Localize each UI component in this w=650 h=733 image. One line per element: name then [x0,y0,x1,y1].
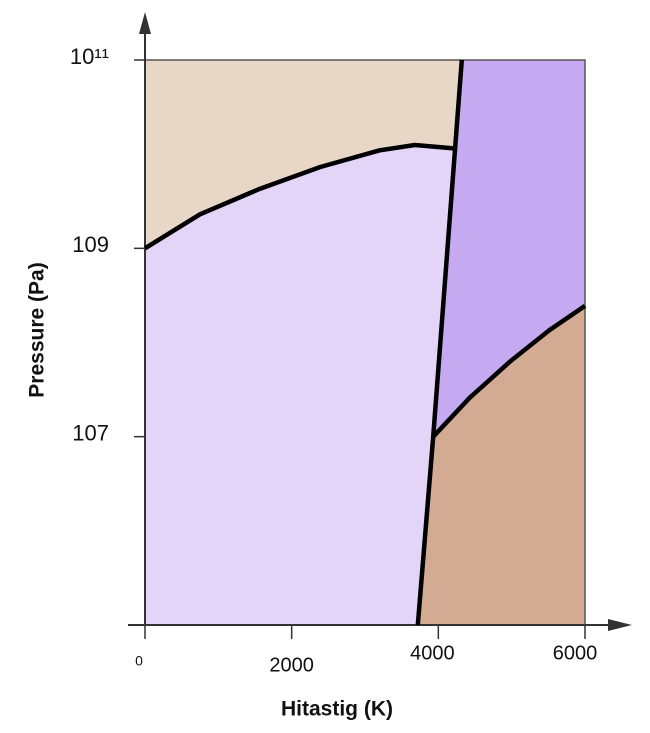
x-tick-label: 0 [135,653,143,669]
phase-boundary [143,142,456,251]
x-axis-arrow [608,619,632,631]
y-tick-label: 107 [72,420,109,445]
y-tick-label: 10¹¹ [70,44,109,69]
region [417,305,585,625]
x-axis-title: Hitastig (K) [281,698,393,721]
regions [145,60,585,625]
x-tick-label: 4000 [410,642,455,664]
y-axis-arrow [139,12,151,34]
phase-boundary [431,304,587,439]
x-tick-label: 6000 [553,642,598,664]
region [145,60,462,249]
y-tick-label: 109 [72,232,109,257]
y-axis-title: Pressure (Pa) [26,262,49,397]
x-tick-label: 2000 [269,654,314,676]
